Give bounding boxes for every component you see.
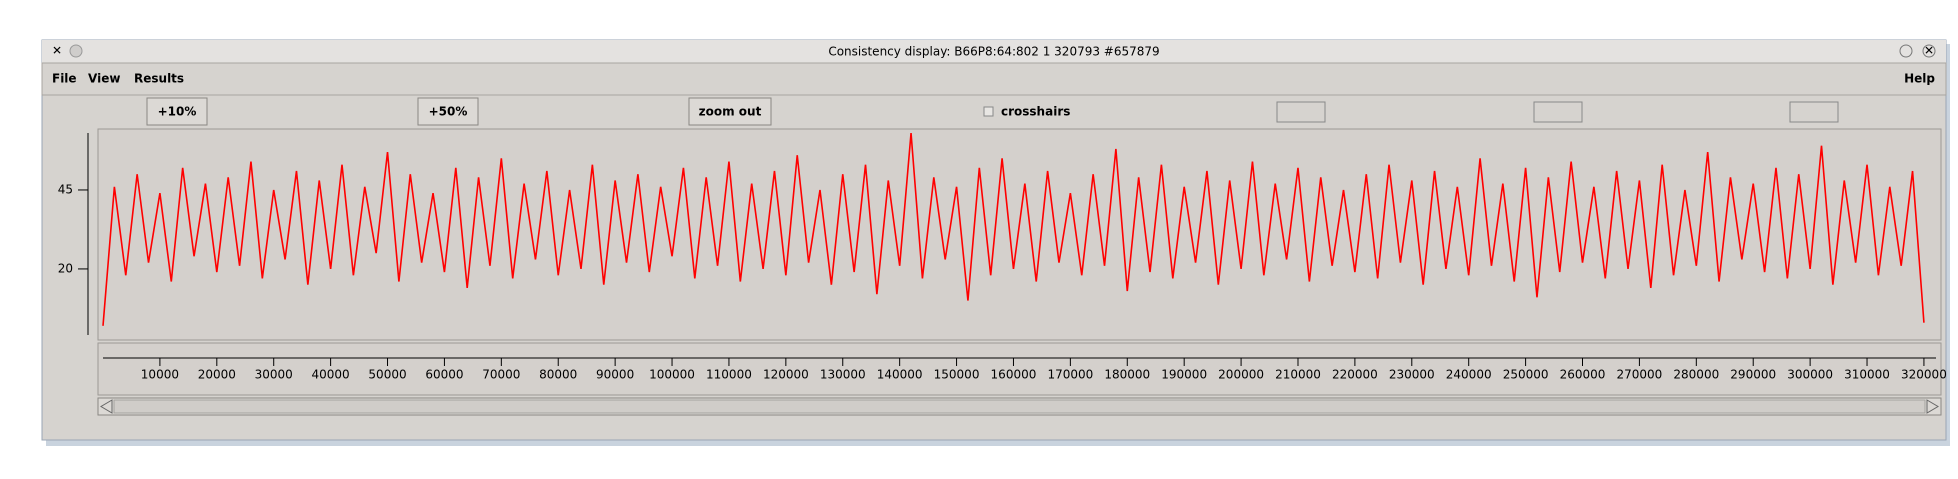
menu-item[interactable]: Help xyxy=(1904,72,1935,86)
x-tick-label: 220000 xyxy=(1332,368,1378,382)
x-tick-label: 30000 xyxy=(255,368,293,382)
text-input[interactable] xyxy=(1276,101,1326,123)
x-tick-label: 70000 xyxy=(482,368,520,382)
x-tick-label: 80000 xyxy=(539,368,577,382)
x-tick-label: 190000 xyxy=(1161,368,1207,382)
x-tick-label: 10000 xyxy=(141,368,179,382)
menu-item[interactable]: View xyxy=(88,72,120,86)
x-tick-label: 170000 xyxy=(1047,368,1093,382)
button-label: +50% xyxy=(429,105,468,119)
x-tick-label: 250000 xyxy=(1503,368,1549,382)
button-label: +10% xyxy=(158,105,197,119)
menu-item[interactable]: File xyxy=(52,72,77,86)
button[interactable] xyxy=(417,97,479,126)
x-tick-label: 270000 xyxy=(1617,368,1663,382)
x-tick-label: 60000 xyxy=(425,368,463,382)
x-tick-label: 150000 xyxy=(934,368,980,382)
x-tick-label: 90000 xyxy=(596,368,634,382)
button[interactable] xyxy=(146,97,208,126)
x-tick-label: 130000 xyxy=(820,368,866,382)
button-label: zoom out xyxy=(699,105,762,119)
x-tick-label: 290000 xyxy=(1730,368,1776,382)
x-tick-label: 320000 xyxy=(1901,368,1947,382)
app-icon: ✕ xyxy=(52,44,62,58)
x-tick-label: 260000 xyxy=(1560,368,1606,382)
window-title: Consistency display: B66P8:64:802 1 3207… xyxy=(828,45,1159,59)
x-tick-label: 300000 xyxy=(1787,368,1833,382)
plot-area xyxy=(97,128,1942,341)
x-tick-label: 180000 xyxy=(1104,368,1150,382)
checkbox[interactable] xyxy=(983,106,994,117)
signal-line xyxy=(102,133,1925,326)
x-tick-label: 40000 xyxy=(312,368,350,382)
close-icon: ✕ xyxy=(1924,44,1934,58)
x-tick-label: 200000 xyxy=(1218,368,1264,382)
menu-button[interactable] xyxy=(69,44,83,58)
x-tick-label: 310000 xyxy=(1844,368,1890,382)
text-input[interactable] xyxy=(1789,101,1839,123)
text-input[interactable] xyxy=(1533,101,1583,123)
checkbox-label: crosshairs xyxy=(1001,105,1070,119)
x-tick-label: 20000 xyxy=(198,368,236,382)
x-tick-label: 210000 xyxy=(1275,368,1321,382)
x-tick-label: 230000 xyxy=(1389,368,1435,382)
x-tick-label: 140000 xyxy=(877,368,923,382)
x-tick-label: 280000 xyxy=(1673,368,1719,382)
x-axis-strip xyxy=(97,342,1942,396)
x-tick-label: 110000 xyxy=(706,368,752,382)
x-tick-label: 100000 xyxy=(649,368,695,382)
close-button[interactable] xyxy=(1922,44,1936,58)
x-tick-label: 240000 xyxy=(1446,368,1492,382)
x-tick-label: 160000 xyxy=(991,368,1037,382)
minimize-button[interactable] xyxy=(1899,44,1913,58)
x-tick-label: 50000 xyxy=(368,368,406,382)
scroll-left[interactable] xyxy=(100,399,113,414)
menu-item[interactable]: Results xyxy=(134,72,184,86)
button[interactable] xyxy=(688,97,772,126)
y-tick-label: 45 xyxy=(58,182,73,196)
scroll-right[interactable] xyxy=(1926,399,1939,414)
x-tick-label: 120000 xyxy=(763,368,809,382)
scrollbar-thumb[interactable] xyxy=(113,399,1926,414)
menu-bar xyxy=(41,62,1947,96)
y-tick-label: 20 xyxy=(58,261,73,275)
title-bar xyxy=(42,40,1946,63)
